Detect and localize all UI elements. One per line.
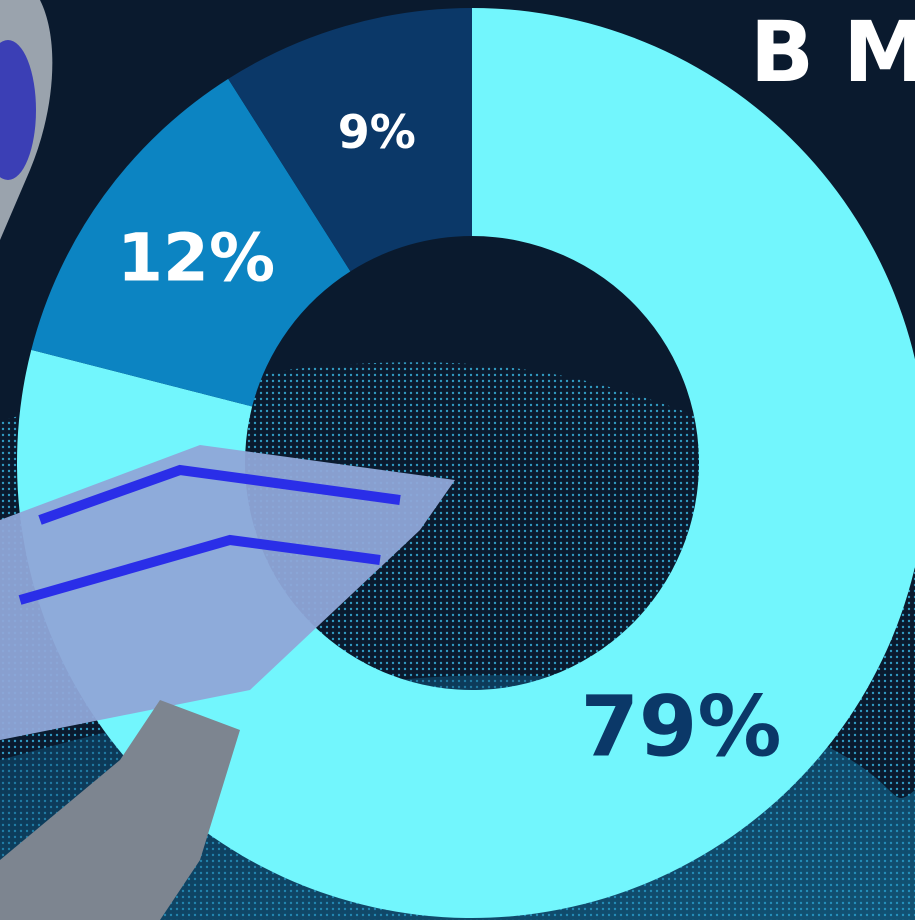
donut-slice bbox=[228, 8, 472, 272]
robot-illustration bbox=[0, 0, 455, 920]
donut-slice bbox=[31, 78, 351, 407]
data-label: 12% bbox=[117, 220, 275, 297]
chart-title: B M bbox=[750, 3, 915, 101]
data-label: 79% bbox=[580, 677, 781, 775]
data-label: 9% bbox=[338, 105, 416, 159]
